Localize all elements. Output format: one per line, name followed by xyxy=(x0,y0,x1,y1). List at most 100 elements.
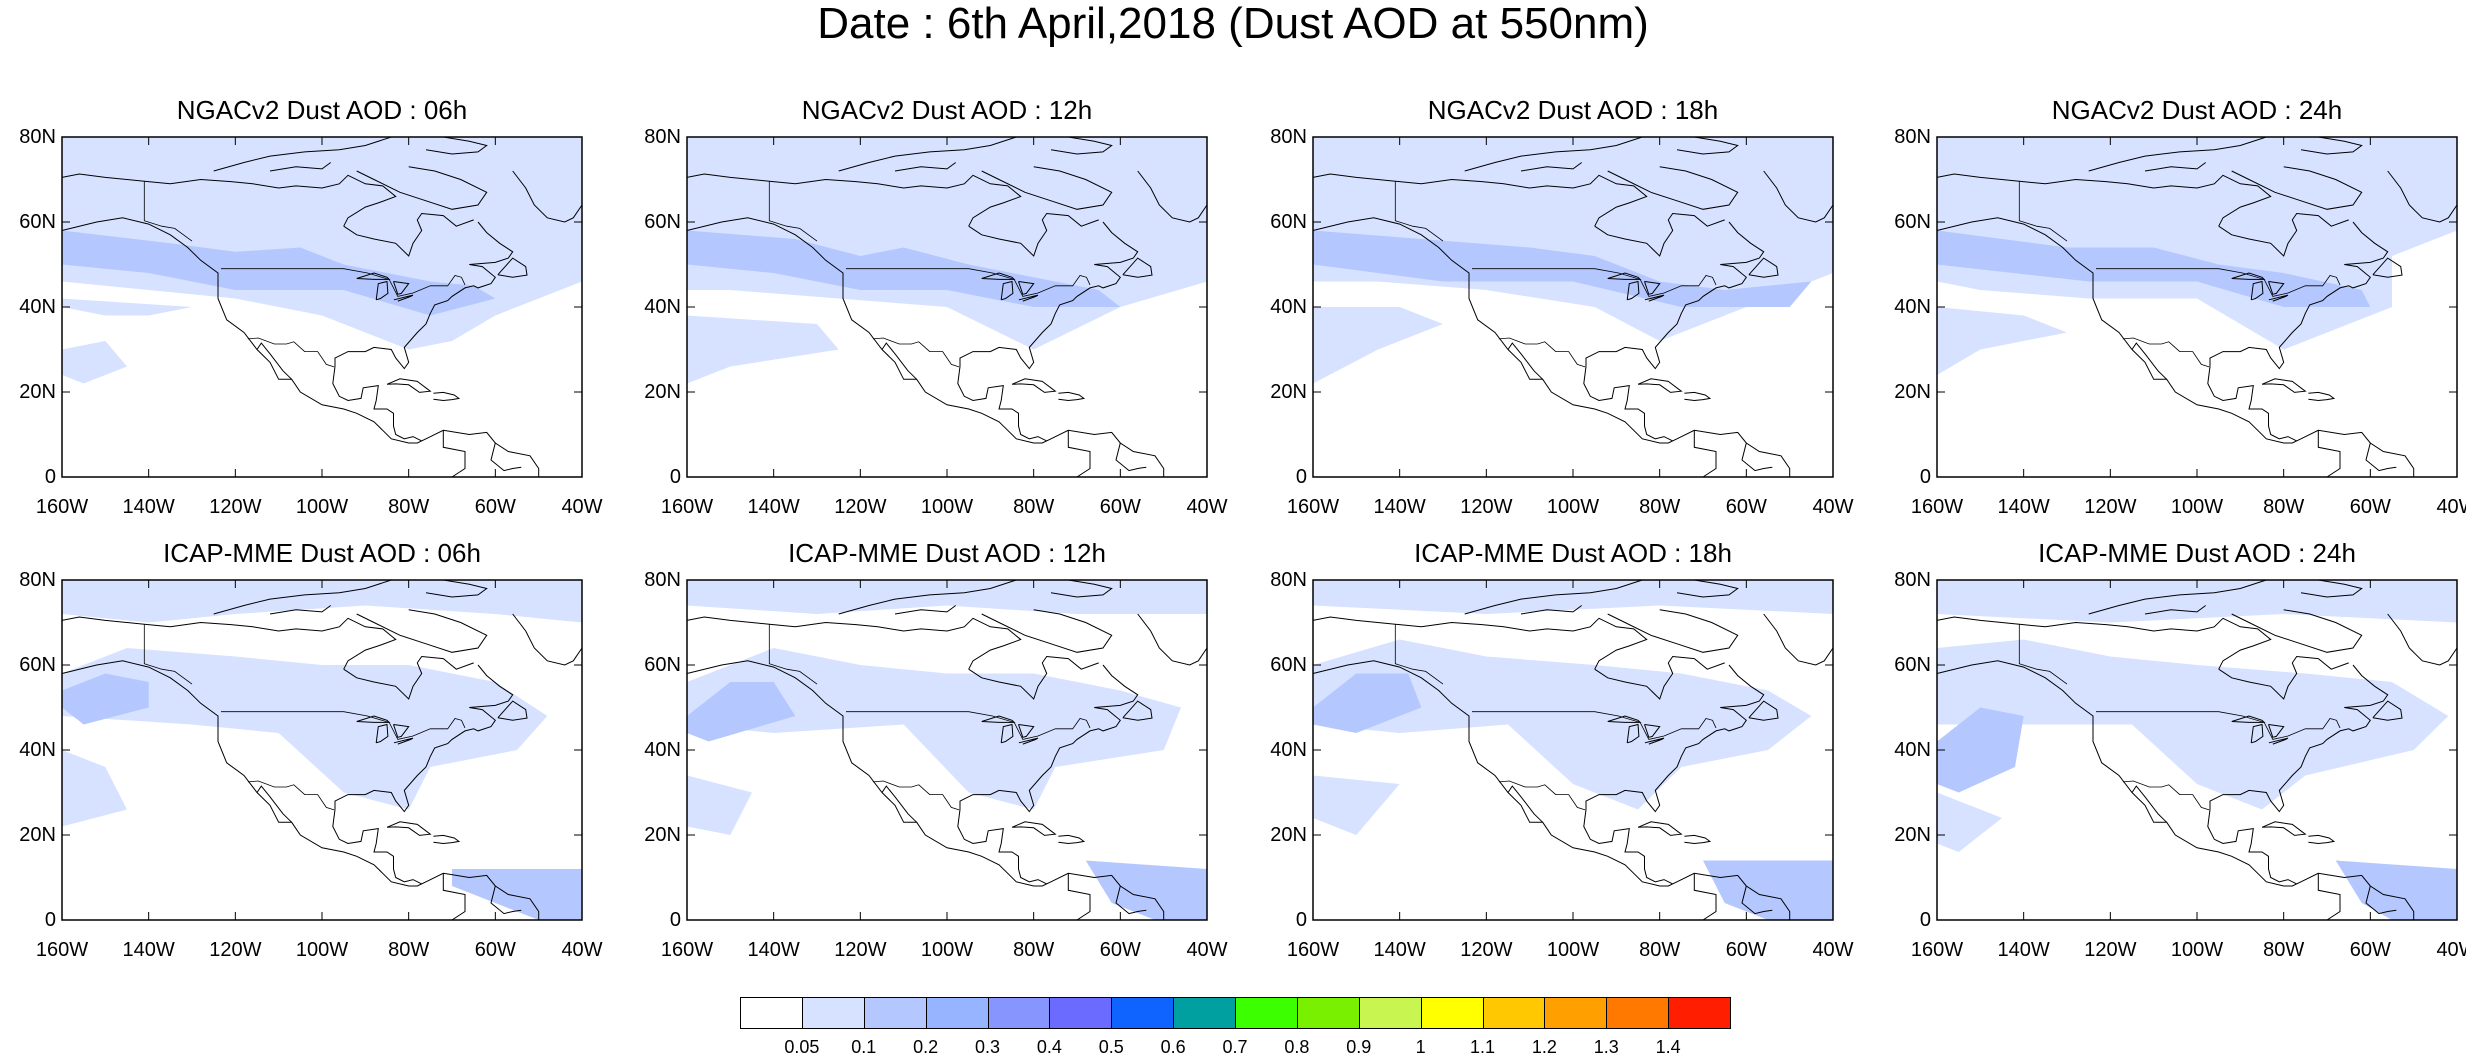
coastline xyxy=(433,391,461,402)
country-border xyxy=(221,711,466,740)
lat-tick-label: 0 xyxy=(44,466,56,488)
dust-region xyxy=(1937,639,2449,810)
lake-outline xyxy=(1626,280,1640,301)
coastline xyxy=(1936,173,2272,227)
coastline xyxy=(686,173,1022,227)
country-border xyxy=(143,624,193,685)
coastline xyxy=(490,885,522,915)
coastline xyxy=(2218,655,2349,700)
lat-tick-label: 80N xyxy=(19,569,56,591)
lon-tick-label: 60W xyxy=(1725,496,1767,518)
lat-tick-label: 0 xyxy=(669,466,681,488)
colorbar-label: 0.6 xyxy=(1160,1037,1186,1057)
country-border xyxy=(768,624,818,685)
coastline xyxy=(343,212,474,257)
coastline xyxy=(959,221,1139,370)
dust-region xyxy=(1937,707,2024,793)
coastline xyxy=(2387,613,2458,666)
colorbar-swatch xyxy=(925,997,989,1029)
lake-outline xyxy=(1018,281,1035,295)
colorbar-label: 0.05 xyxy=(784,1037,820,1057)
coastline xyxy=(2231,609,2363,653)
lon-tick-label: 140W xyxy=(1997,496,2050,518)
lat-tick-label: 0 xyxy=(1919,909,1931,931)
lat-tick-label: 60N xyxy=(1270,211,1307,233)
map-panel: ICAP-MME Dust AOD : 24h 0 20N 40N 60N 80N 160W… xyxy=(1894,538,2466,960)
dust-aod-map xyxy=(1936,136,2458,478)
dust-region xyxy=(2335,860,2457,920)
lon-tick-label: 40W xyxy=(561,939,603,961)
coastline xyxy=(1748,257,1779,278)
coastline xyxy=(2131,342,2168,380)
lon-tick-label: 140W xyxy=(122,939,175,961)
dust-region xyxy=(1313,307,1443,384)
lat-tick-label: 20N xyxy=(644,824,681,846)
coastline xyxy=(1676,579,1739,598)
dust-region xyxy=(1313,639,1812,810)
lon-tick-label: 60W xyxy=(2349,496,2391,518)
coastline xyxy=(1936,616,2272,670)
country-border xyxy=(2096,711,2341,740)
coastline xyxy=(1067,430,1091,478)
dust-region xyxy=(1937,307,2067,375)
lat-tick-label: 60N xyxy=(19,211,56,233)
coastline xyxy=(1464,136,1643,172)
lat-tick-label: 0 xyxy=(1919,466,1931,488)
coastline xyxy=(356,609,488,653)
coastline xyxy=(1058,834,1086,845)
colorbar-label: 0.9 xyxy=(1346,1037,1372,1057)
country-border xyxy=(846,268,1091,297)
coastline xyxy=(2209,221,2389,370)
figure-title: Date : 6th April,2018 (Dust AOD at 550nm… xyxy=(817,0,1649,48)
lake-outline xyxy=(2268,724,2285,738)
colorbar-label: 0.8 xyxy=(1284,1037,1310,1057)
lake-outline xyxy=(393,724,410,738)
coastline xyxy=(1464,579,1643,615)
coastline xyxy=(1050,579,1113,598)
coastline xyxy=(2088,579,2267,615)
lake-outline xyxy=(1018,294,1039,302)
lake-outline xyxy=(1018,724,1035,738)
coastline xyxy=(1312,616,1648,670)
lon-tick-label: 40W xyxy=(1812,939,1854,961)
map-panel: NGACv2 Dust AOD : 24h 0 20N 40N 60N 80N 160W 14… xyxy=(1894,95,2466,517)
coastline xyxy=(1122,700,1153,721)
lon-tick-label: 60W xyxy=(1099,939,1141,961)
coastline xyxy=(1583,809,1673,885)
lon-tick-label: 80W xyxy=(388,939,430,961)
dust-region xyxy=(1313,673,1422,733)
lon-tick-label: 40W xyxy=(1186,496,1228,518)
lat-tick-label: 40N xyxy=(1270,296,1307,318)
coastline xyxy=(1637,378,1683,393)
coastline xyxy=(425,136,488,155)
lat-tick-label: 20N xyxy=(19,381,56,403)
dust-aod-map xyxy=(61,136,583,478)
country-border xyxy=(872,780,960,811)
lon-tick-label: 160W xyxy=(1286,496,1340,518)
map-panel: NGACv2 Dust AOD : 06h 0 20N 40N 60N 80N 160W 14… xyxy=(19,95,602,517)
lon-tick-label: 120W xyxy=(209,496,262,518)
lat-tick-label: 80N xyxy=(644,126,681,148)
country-border xyxy=(1472,711,1717,740)
coastline xyxy=(1684,834,1712,845)
lake-outline xyxy=(2250,723,2264,744)
lat-tick-label: 20N xyxy=(644,381,681,403)
coastline xyxy=(1748,700,1779,721)
coastline xyxy=(386,821,432,836)
lake-outline xyxy=(1644,281,1661,295)
coastline xyxy=(497,700,528,721)
coastline xyxy=(2209,664,2389,813)
lake-outline xyxy=(1000,280,1014,301)
colorbar-swatch xyxy=(1235,997,1298,1029)
lon-tick-label: 60W xyxy=(474,496,516,518)
lat-tick-label: 0 xyxy=(44,909,56,931)
lat-tick-label: 20N xyxy=(1270,381,1307,403)
lake-outline xyxy=(1018,737,1039,745)
coastline xyxy=(442,430,466,478)
lon-tick-label: 100W xyxy=(295,939,349,961)
lon-tick-label: 60W xyxy=(1099,496,1141,518)
coastline xyxy=(1594,655,1725,700)
lon-tick-label: 80W xyxy=(1013,939,1055,961)
coastline xyxy=(959,664,1139,813)
